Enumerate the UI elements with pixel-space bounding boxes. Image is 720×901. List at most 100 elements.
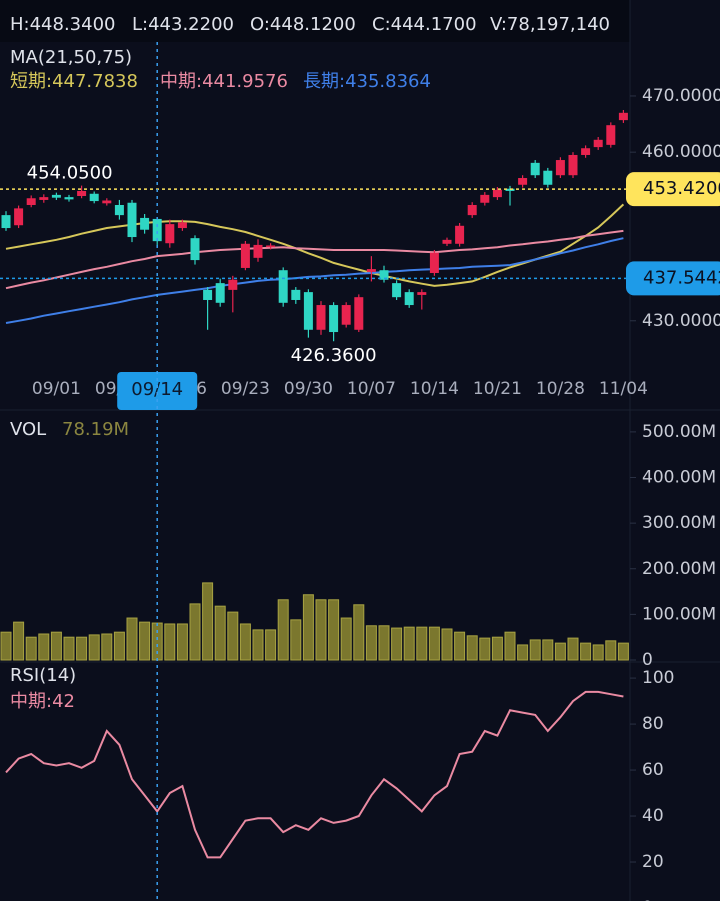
- volume-bar: [88, 634, 100, 661]
- candle-body: [26, 198, 36, 205]
- volume-bar: [315, 599, 327, 661]
- candle-body: [127, 202, 137, 238]
- x-tick-label: 10/07: [347, 379, 396, 399]
- volume-bar: [252, 629, 264, 661]
- candle-body: [291, 289, 301, 300]
- volume-bar: [454, 631, 466, 661]
- y-tick-label: 460.0000: [642, 142, 720, 162]
- candle-body: [215, 283, 225, 303]
- candle-body: [152, 218, 162, 242]
- x-tick-label: 10/28: [536, 379, 585, 399]
- candle-body: [581, 148, 591, 155]
- candle-body: [140, 217, 150, 230]
- candle-body: [1, 215, 11, 229]
- header-bar: [0, 0, 630, 42]
- volume-bar: [466, 635, 478, 661]
- price-tag: [626, 261, 720, 296]
- volume-bar: [277, 599, 289, 661]
- volume-bar: [265, 629, 277, 661]
- candle-body: [530, 162, 540, 176]
- header-value: L:443.2200: [132, 14, 234, 35]
- volume-bar: [0, 631, 12, 661]
- candle-body: [606, 125, 616, 145]
- volume-bar: [365, 625, 377, 661]
- volume-bar: [214, 605, 226, 661]
- y-tick-label: 500.00M: [642, 422, 716, 442]
- volume-bar: [176, 623, 188, 661]
- volume-bar: [302, 594, 314, 661]
- volume-bar: [542, 639, 554, 661]
- chart-title: MA(21,50,75): [10, 47, 132, 68]
- volume-bar: [328, 599, 340, 661]
- x-tick-label: 09/30: [284, 379, 333, 399]
- volume-bar: [391, 627, 403, 661]
- candle-body: [89, 193, 99, 202]
- y-tick-label: 60: [642, 760, 664, 780]
- y-tick-label: 20: [642, 852, 664, 872]
- volume-bar: [580, 642, 592, 661]
- x-tick-label: 09/23: [221, 379, 270, 399]
- candle-body: [102, 200, 112, 204]
- y-tick-label: 400.00M: [642, 468, 716, 488]
- candle-body: [39, 197, 49, 200]
- volume-bar: [504, 631, 516, 661]
- volume-bar: [227, 611, 239, 661]
- candle-body: [404, 292, 414, 306]
- volume-bar: [479, 637, 491, 661]
- candle-body: [253, 244, 263, 258]
- candle-body: [480, 194, 490, 203]
- volume-bar: [592, 644, 604, 661]
- candle-body: [278, 270, 288, 303]
- candle-body: [568, 154, 578, 176]
- price-tag-label: 437.5442: [643, 267, 720, 288]
- y-tick-label: 300.00M: [642, 513, 716, 533]
- candle-body: [555, 160, 565, 176]
- volume-bar: [113, 631, 125, 661]
- header-value: O:448.1200: [250, 14, 356, 35]
- chart-title: VOL: [10, 419, 46, 440]
- ma-line: [5, 229, 624, 290]
- volume-bar: [189, 603, 201, 661]
- candle-body: [518, 178, 528, 185]
- candle-body: [455, 225, 465, 244]
- candle-body: [190, 238, 200, 261]
- candle-body: [114, 205, 124, 216]
- y-tick-label: 40: [642, 806, 664, 826]
- volume-bar: [340, 617, 352, 661]
- volume-bar: [126, 617, 138, 661]
- candle-body: [366, 269, 376, 272]
- candle-body: [77, 190, 87, 197]
- legend-entry: 中期:42: [10, 691, 75, 712]
- y-tick-label: 80: [642, 714, 664, 734]
- ma-line: [5, 237, 624, 324]
- volume-bar: [353, 604, 365, 661]
- price-tag: [626, 172, 720, 207]
- volume-bar: [63, 636, 75, 661]
- legend-entry: 短期:447.7838: [10, 71, 138, 92]
- candle-body: [593, 139, 603, 148]
- volume-bar: [605, 640, 617, 661]
- volume-bar: [567, 637, 579, 661]
- volume-bar: [529, 639, 541, 661]
- volume-bar: [50, 631, 62, 661]
- volume-bar: [139, 621, 151, 661]
- candle-body: [467, 205, 477, 216]
- chart-title: RSI(14): [10, 665, 76, 686]
- volume-bar: [617, 642, 629, 661]
- candle-body: [392, 283, 402, 298]
- candle-body: [341, 305, 351, 325]
- candle-body: [203, 289, 213, 300]
- candle-body: [618, 112, 628, 121]
- volume-bar: [416, 626, 428, 661]
- candle-body: [177, 222, 187, 229]
- candle-body: [64, 197, 74, 200]
- candle-body: [266, 245, 276, 248]
- candle-body: [417, 292, 427, 295]
- candle-body: [354, 297, 364, 330]
- volume-bar: [517, 644, 529, 661]
- y-tick-label: 200.00M: [642, 559, 716, 579]
- volume-bar: [554, 642, 566, 661]
